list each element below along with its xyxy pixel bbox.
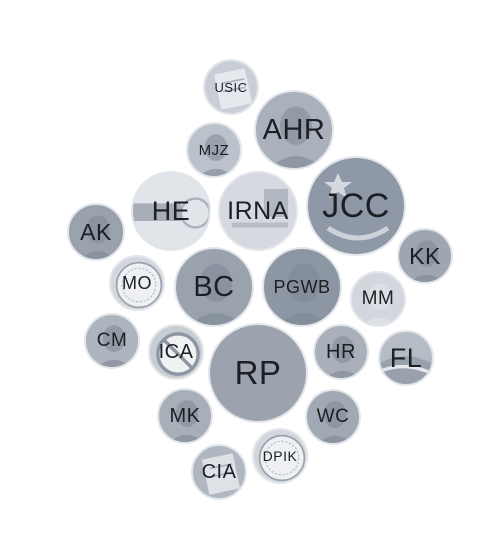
portrait-image — [256, 92, 332, 168]
bubble-label: MJZ — [198, 141, 230, 159]
bubble-ahr[interactable]: AHR — [254, 90, 334, 170]
bubble-bc[interactable]: BC — [174, 247, 254, 327]
bubble-dpik[interactable]: DPIK — [252, 428, 308, 484]
bubble-label: MK — [169, 404, 201, 427]
bubble-pgwb[interactable]: PGWB — [262, 247, 342, 327]
bubble-he[interactable]: HE — [131, 171, 211, 251]
bubble-label: USIC — [214, 79, 248, 95]
bubble-label: RP — [234, 354, 282, 391]
bubble-wc[interactable]: WC — [305, 389, 361, 445]
bubble-label: DPIK — [262, 448, 298, 464]
portrait-image — [399, 230, 451, 282]
bubble-usic[interactable]: USIC — [203, 59, 259, 115]
prohibition-icon — [150, 326, 202, 378]
bubble-label: CIA — [201, 460, 237, 483]
portrait-image — [69, 205, 123, 259]
seal-image — [111, 257, 163, 309]
bubble-label: KK — [409, 242, 441, 269]
bubble-label: AHR — [262, 113, 326, 146]
bubble-label: HE — [151, 195, 191, 226]
portrait-image — [264, 249, 340, 325]
document-image — [205, 61, 257, 113]
bubble-kk[interactable]: KK — [397, 228, 453, 284]
portrait-image — [315, 326, 367, 378]
flag-image — [133, 173, 209, 249]
bubble-cm[interactable]: CM — [84, 313, 140, 369]
bubble-label: JCC — [322, 186, 390, 225]
bubble-ica[interactable]: ICA — [148, 324, 204, 380]
bubble-label: PGWB — [273, 276, 331, 297]
bubble-mo[interactable]: MO — [109, 255, 165, 311]
flag-image — [380, 332, 432, 384]
bubble-irna[interactable]: IRNA — [218, 171, 298, 251]
bubble-mm[interactable]: MM — [350, 271, 406, 327]
bubble-label: HR — [326, 340, 356, 363]
bubble-hr[interactable]: HR — [313, 324, 369, 380]
bubble-mjz[interactable]: MJZ — [186, 122, 242, 178]
bubble-label: MO — [122, 272, 152, 293]
portrait-image — [176, 249, 252, 325]
portrait-image — [188, 124, 240, 176]
bubble-label: FL — [389, 342, 423, 373]
bubble-label: MM — [361, 288, 395, 309]
bubble-cia[interactable]: CIA — [191, 444, 247, 500]
bubble-ak[interactable]: AK — [67, 203, 125, 261]
bubble-label: IRNA — [227, 196, 289, 225]
bubble-fl[interactable]: FL — [378, 330, 434, 386]
portrait-image — [307, 391, 359, 443]
logo-image — [220, 173, 296, 249]
bubble-jcc[interactable]: JCC — [306, 156, 406, 256]
bubble-mk[interactable]: MK — [157, 388, 213, 444]
bubble-label: WC — [316, 406, 350, 427]
portrait-image — [86, 315, 138, 367]
seal-image — [254, 430, 306, 482]
portrait-image — [352, 273, 404, 325]
bubble-label: CM — [96, 330, 128, 351]
bubble-label: BC — [193, 270, 235, 303]
portrait-image — [159, 390, 211, 442]
bubble-rp[interactable]: RP — [208, 323, 308, 423]
bubble-label: AK — [80, 218, 112, 245]
document-image — [193, 446, 245, 498]
logo-image — [308, 158, 404, 254]
bubble-label: ICA — [158, 340, 194, 363]
